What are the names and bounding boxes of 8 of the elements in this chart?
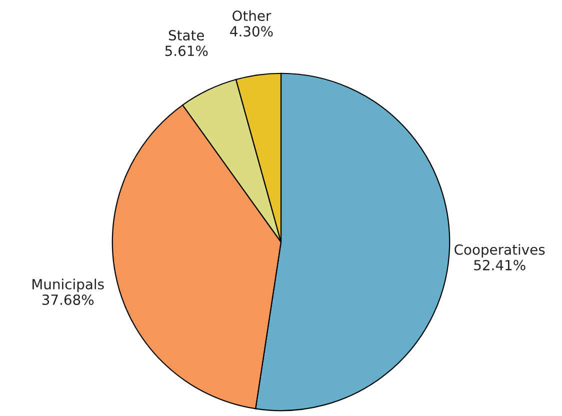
slice-label: Municipals [32, 278, 104, 292]
slice-label: Other [232, 10, 272, 22]
data-label: 5.61% [165, 46, 208, 56]
data-label: 4.30% [230, 26, 273, 37]
data-label: 52.41% [474, 260, 526, 270]
slice-label: State [168, 30, 204, 41]
data-label: 37.68% [42, 294, 94, 305]
slice-label: Cooperatives [454, 244, 545, 258]
